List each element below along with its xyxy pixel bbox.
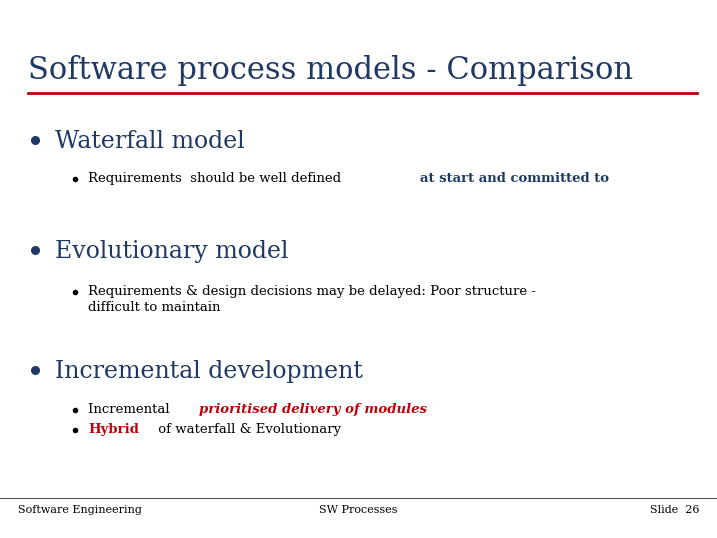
Text: Requirements  should be well defined: Requirements should be well defined bbox=[88, 172, 346, 185]
Text: Software process models - Comparison: Software process models - Comparison bbox=[28, 55, 633, 86]
Text: Waterfall model: Waterfall model bbox=[55, 130, 244, 153]
Text: Hybrid: Hybrid bbox=[88, 423, 139, 436]
Text: difficult to maintain: difficult to maintain bbox=[88, 301, 221, 314]
Text: Software Engineering: Software Engineering bbox=[18, 505, 142, 515]
Text: Requirements & design decisions may be delayed: Poor structure -: Requirements & design decisions may be d… bbox=[88, 285, 536, 298]
Text: Slide  26: Slide 26 bbox=[650, 505, 699, 515]
Text: prioritised delivery of modules: prioritised delivery of modules bbox=[199, 403, 427, 416]
Text: Incremental development: Incremental development bbox=[55, 360, 363, 383]
Text: of waterfall & Evolutionary: of waterfall & Evolutionary bbox=[153, 423, 341, 436]
Text: SW Processes: SW Processes bbox=[319, 505, 398, 515]
Text: Evolutionary model: Evolutionary model bbox=[55, 240, 288, 263]
Text: Incremental: Incremental bbox=[88, 403, 174, 416]
Text: at start and committed to: at start and committed to bbox=[420, 172, 609, 185]
